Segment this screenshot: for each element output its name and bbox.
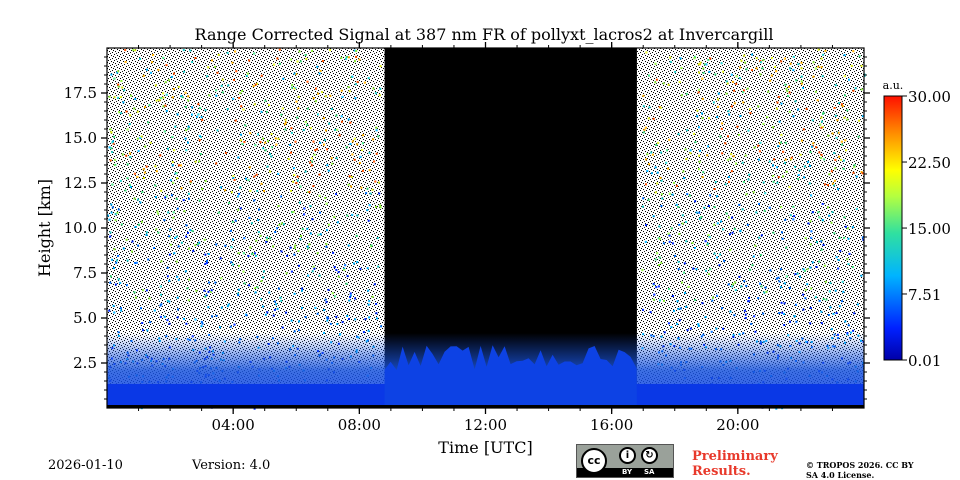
cc-license-badge: cc i ↻ BY SA xyxy=(576,444,674,478)
y-axis-label: Height [km] xyxy=(35,179,54,277)
x-tick-label: 12:00 xyxy=(464,416,507,434)
by-label: BY xyxy=(622,468,633,476)
colorbar-gradient xyxy=(883,95,903,361)
sa-label: SA xyxy=(644,468,655,476)
footer-version: Version: 4.0 xyxy=(192,458,271,473)
y-tick-label: 17.5 xyxy=(64,84,97,102)
x-tick-label: 16:00 xyxy=(590,416,633,434)
x-tick-label: 04:00 xyxy=(212,416,255,434)
x-tick-label: 20:00 xyxy=(716,416,759,434)
share-alike-icon: ↻ xyxy=(641,447,658,464)
daytime-boundary-layer-signal xyxy=(384,345,637,408)
colorbar-tick-label: 15.00 xyxy=(908,220,951,238)
y-tick-label: 2.5 xyxy=(73,354,97,372)
surface-line xyxy=(107,405,864,408)
colorbar-tick-label: 0.01 xyxy=(908,352,941,370)
y-tick-label: 15.0 xyxy=(64,129,97,147)
y-tick-label: 5.0 xyxy=(73,309,97,327)
cc-icon: cc xyxy=(581,448,607,474)
preliminary-results-note: Preliminary Results. xyxy=(692,449,778,479)
colorbar: a.u. 0.01 7.51 15.00 22.50 30.00 xyxy=(883,79,951,370)
colorbar-unit-label: a.u. xyxy=(883,79,904,92)
colorbar-tick-label: 7.51 xyxy=(908,286,941,304)
y-tick-label: 7.5 xyxy=(73,264,97,282)
colorbar-tick-label: 22.50 xyxy=(908,154,951,172)
footer-date: 2026-01-10 xyxy=(48,458,123,473)
copyright-note: © TROPOS 2026. CC BY SA 4.0 License. xyxy=(806,460,914,480)
plot-area xyxy=(107,48,866,410)
attribution-icon: i xyxy=(619,447,636,464)
x-axis-label: Time [UTC] xyxy=(438,438,532,457)
x-tick-label: 08:00 xyxy=(338,416,381,434)
chart-title: Range Corrected Signal at 387 nm FR of p… xyxy=(194,25,774,44)
colorbar-tick-label: 30.00 xyxy=(908,88,951,106)
y-tick-label: 10.0 xyxy=(64,219,97,237)
y-tick-label: 12.5 xyxy=(64,174,97,192)
axes: 04:00 08:00 12:00 16:00 20:00 2.5 5.0 7.5 10.0 12… xyxy=(35,42,870,457)
